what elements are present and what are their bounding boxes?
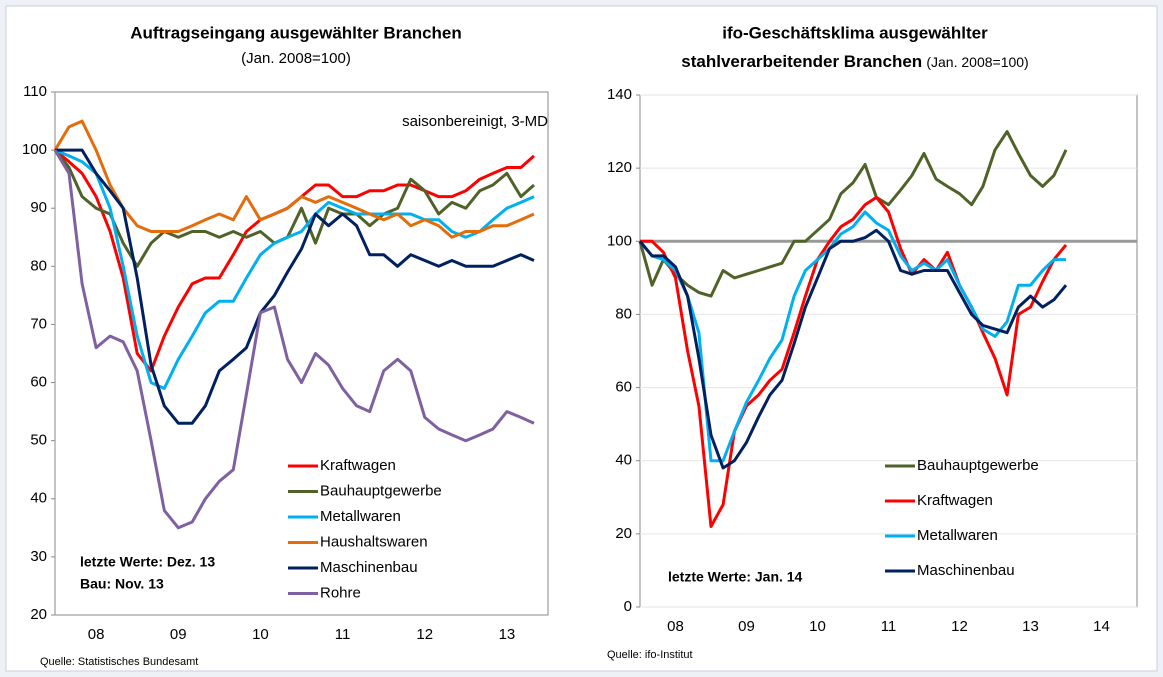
x-tick-label: 13	[499, 626, 516, 643]
y-tick-label: 110	[23, 83, 47, 100]
x-tick-label: 12	[951, 618, 968, 635]
chart-title: Auftragseingang ausgewählter Branchen	[130, 23, 462, 42]
legend-label: Haushaltswaren	[320, 533, 428, 550]
annotation: saisonbereinigt, 3-MD	[402, 113, 548, 130]
y-tick-label: 140	[607, 86, 632, 103]
series-line	[53, 149, 535, 530]
legend-label: Maschinenbau	[917, 562, 1015, 579]
y-tick-label: 60	[615, 379, 632, 396]
legend-label: Metallwaren	[320, 508, 401, 525]
legend-label: Metallwaren	[917, 527, 998, 544]
y-tick-label: 90	[30, 199, 47, 216]
y-tick-label: 70	[30, 315, 47, 332]
chart-title: ifo-Geschäftsklima ausgewählter	[722, 23, 988, 42]
y-tick-label: 100	[607, 232, 632, 249]
source: Quelle: Statistisches Bundesamt	[40, 656, 198, 668]
y-tick-label: 30	[30, 548, 47, 565]
annotation: Bau: Nov. 13	[80, 576, 164, 592]
series-line	[55, 148, 535, 425]
chart-subtitle: (Jan. 2008=100)	[241, 50, 351, 67]
series-line	[638, 228, 1068, 470]
x-tick-label: 09	[738, 618, 755, 635]
y-tick-label: 50	[30, 432, 47, 449]
plot-area	[639, 94, 1138, 608]
legend-label: Maschinenbau	[320, 559, 418, 576]
x-tick-label: 10	[252, 626, 269, 643]
x-tick-label: 08	[667, 618, 684, 635]
legend-label: Bauhauptgewerbe	[917, 457, 1039, 474]
legend-label: Kraftwagen	[320, 457, 396, 474]
y-tick-label: 20	[30, 606, 47, 623]
legend-label: Rohre	[320, 584, 361, 601]
series-line	[638, 130, 1068, 298]
chart-title: stahlverarbeitender Branchen (Jan. 2008=…	[681, 52, 1028, 71]
annotation: letzte Werte: Dez. 13	[80, 554, 215, 570]
y-tick-label: 120	[607, 159, 632, 176]
series-line	[53, 119, 535, 239]
legend-label: Bauhauptgewerbe	[320, 482, 442, 499]
y-tick-label: 100	[22, 141, 47, 158]
series-line	[638, 210, 1066, 463]
y-tick-label: 80	[615, 305, 632, 322]
y-tick-label: 60	[30, 374, 47, 391]
y-tick-label: 40	[30, 490, 47, 507]
x-tick-label: 09	[170, 626, 187, 643]
x-tick-label: 12	[416, 626, 433, 643]
source: Quelle: ifo-Institut	[607, 649, 693, 661]
y-tick-label: 0	[624, 598, 632, 615]
x-tick-label: 13	[1022, 618, 1039, 635]
y-tick-label: 20	[615, 525, 632, 542]
chart-subtitle: (Jan. 2008=100)	[926, 54, 1028, 70]
x-tick-label: 11	[335, 626, 351, 643]
series-line	[54, 148, 535, 390]
series-line	[640, 195, 1068, 528]
y-tick-label: 80	[30, 257, 47, 274]
legend-label: Kraftwagen	[917, 492, 993, 509]
x-tick-label: 11	[881, 618, 897, 635]
x-tick-label: 10	[809, 618, 826, 635]
annotation: letzte Werte: Jan. 14	[668, 569, 803, 585]
x-tick-label: 14	[1093, 618, 1110, 635]
x-tick-label: 08	[88, 626, 105, 643]
y-tick-label: 40	[615, 452, 632, 469]
chart-title: stahlverarbeitender Branchen	[681, 52, 922, 71]
